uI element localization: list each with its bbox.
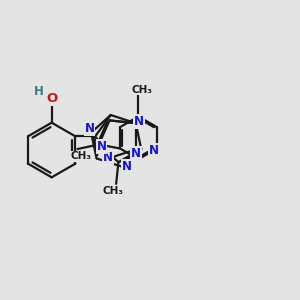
Text: CH₃: CH₃: [103, 186, 124, 196]
Text: H: H: [34, 85, 44, 98]
Text: N: N: [149, 144, 159, 157]
Text: N: N: [122, 160, 132, 173]
Text: N: N: [134, 115, 144, 128]
Text: CH₃: CH₃: [131, 85, 152, 94]
Text: N: N: [103, 151, 113, 164]
Text: CH₃: CH₃: [70, 152, 91, 161]
Text: N: N: [97, 140, 106, 153]
Text: O: O: [46, 92, 57, 105]
Text: N: N: [84, 122, 94, 135]
Text: N: N: [131, 147, 141, 160]
